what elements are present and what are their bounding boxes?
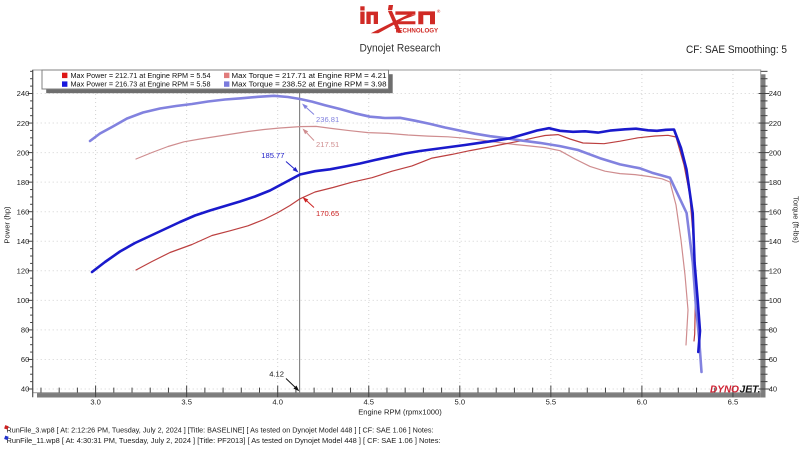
svg-text:220: 220 bbox=[17, 119, 30, 128]
svg-text:DYNO: DYNO bbox=[710, 384, 739, 395]
svg-text:40: 40 bbox=[769, 385, 777, 394]
svg-text:TECHNOLOGY: TECHNOLOGY bbox=[395, 27, 439, 34]
svg-text:RunFile_11.wp8 [ At: 4:30:31 P: RunFile_11.wp8 [ At: 4:30:31 PM, Tuesday… bbox=[7, 436, 441, 445]
svg-text:240: 240 bbox=[17, 89, 30, 98]
svg-text:Power (hp): Power (hp) bbox=[3, 206, 12, 244]
svg-text:5.5: 5.5 bbox=[546, 398, 557, 407]
svg-text:Max Power = 216.73 at Engine R: Max Power = 216.73 at Engine RPM = 5.58 bbox=[71, 80, 211, 89]
svg-text:Dynojet Research: Dynojet Research bbox=[360, 43, 441, 55]
svg-text:Torque (ft-lbs): Torque (ft-lbs) bbox=[792, 196, 800, 243]
svg-text:60: 60 bbox=[769, 355, 777, 364]
svg-text:220: 220 bbox=[769, 119, 782, 128]
svg-text:200: 200 bbox=[769, 148, 782, 157]
svg-text:JET.: JET. bbox=[740, 384, 761, 395]
svg-text:185.77: 185.77 bbox=[261, 151, 284, 160]
svg-text:240: 240 bbox=[769, 89, 782, 98]
svg-text:100: 100 bbox=[17, 296, 30, 305]
svg-text:4.0: 4.0 bbox=[272, 398, 283, 407]
svg-text:4.5: 4.5 bbox=[363, 398, 374, 407]
svg-text:80: 80 bbox=[21, 326, 29, 335]
svg-text:236.81: 236.81 bbox=[316, 115, 339, 124]
svg-text:6.0: 6.0 bbox=[637, 398, 648, 407]
svg-text:3.5: 3.5 bbox=[181, 398, 192, 407]
svg-text:Max Torque = 217.71 at Engine: Max Torque = 217.71 at Engine RPM = 4.21 bbox=[232, 71, 387, 80]
svg-text:Max Torque = 238.52 at Engine: Max Torque = 238.52 at Engine RPM = 3.98 bbox=[232, 80, 387, 89]
svg-text:RunFile_3.wp8 [ At: 2:12:26 PM: RunFile_3.wp8 [ At: 2:12:26 PM, Tuesday,… bbox=[7, 425, 434, 434]
svg-text:6.5: 6.5 bbox=[728, 398, 739, 407]
svg-text:140: 140 bbox=[17, 237, 30, 246]
svg-text:160: 160 bbox=[769, 207, 782, 216]
svg-text:170.65: 170.65 bbox=[316, 209, 339, 218]
svg-text:40: 40 bbox=[21, 385, 29, 394]
svg-text:4.12: 4.12 bbox=[269, 370, 284, 379]
svg-text:120: 120 bbox=[17, 267, 30, 276]
svg-text:180: 180 bbox=[769, 178, 782, 187]
svg-text:217.51: 217.51 bbox=[316, 140, 339, 149]
svg-text:100: 100 bbox=[769, 296, 782, 305]
svg-text:200: 200 bbox=[17, 148, 30, 157]
svg-text:180: 180 bbox=[17, 178, 30, 187]
svg-text:5.0: 5.0 bbox=[455, 398, 466, 407]
svg-text:160: 160 bbox=[17, 207, 30, 216]
svg-text:80: 80 bbox=[769, 326, 777, 335]
svg-text:®: ® bbox=[437, 8, 441, 14]
svg-text:120: 120 bbox=[769, 267, 782, 276]
svg-text:140: 140 bbox=[769, 237, 782, 246]
svg-text:60: 60 bbox=[21, 355, 29, 364]
svg-text:Max Power = 212.71 at Engine R: Max Power = 212.71 at Engine RPM = 5.54 bbox=[71, 71, 211, 80]
svg-text:3.0: 3.0 bbox=[90, 398, 101, 407]
svg-text:Engine RPM (rpmx1000): Engine RPM (rpmx1000) bbox=[358, 408, 442, 417]
svg-text:CF: SAE Smoothing: 5: CF: SAE Smoothing: 5 bbox=[686, 44, 787, 56]
